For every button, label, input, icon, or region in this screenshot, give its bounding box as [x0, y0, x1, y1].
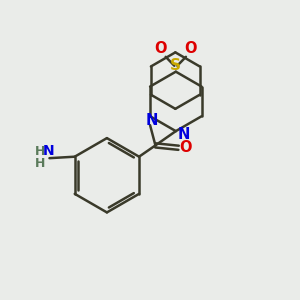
Text: O: O [179, 140, 191, 155]
Text: N: N [178, 127, 190, 142]
Text: O: O [184, 41, 197, 56]
Text: H: H [34, 157, 45, 170]
Text: O: O [155, 41, 167, 56]
Text: N: N [43, 144, 54, 158]
Text: H: H [34, 145, 45, 158]
Text: N: N [146, 113, 158, 128]
Text: S: S [170, 58, 181, 73]
